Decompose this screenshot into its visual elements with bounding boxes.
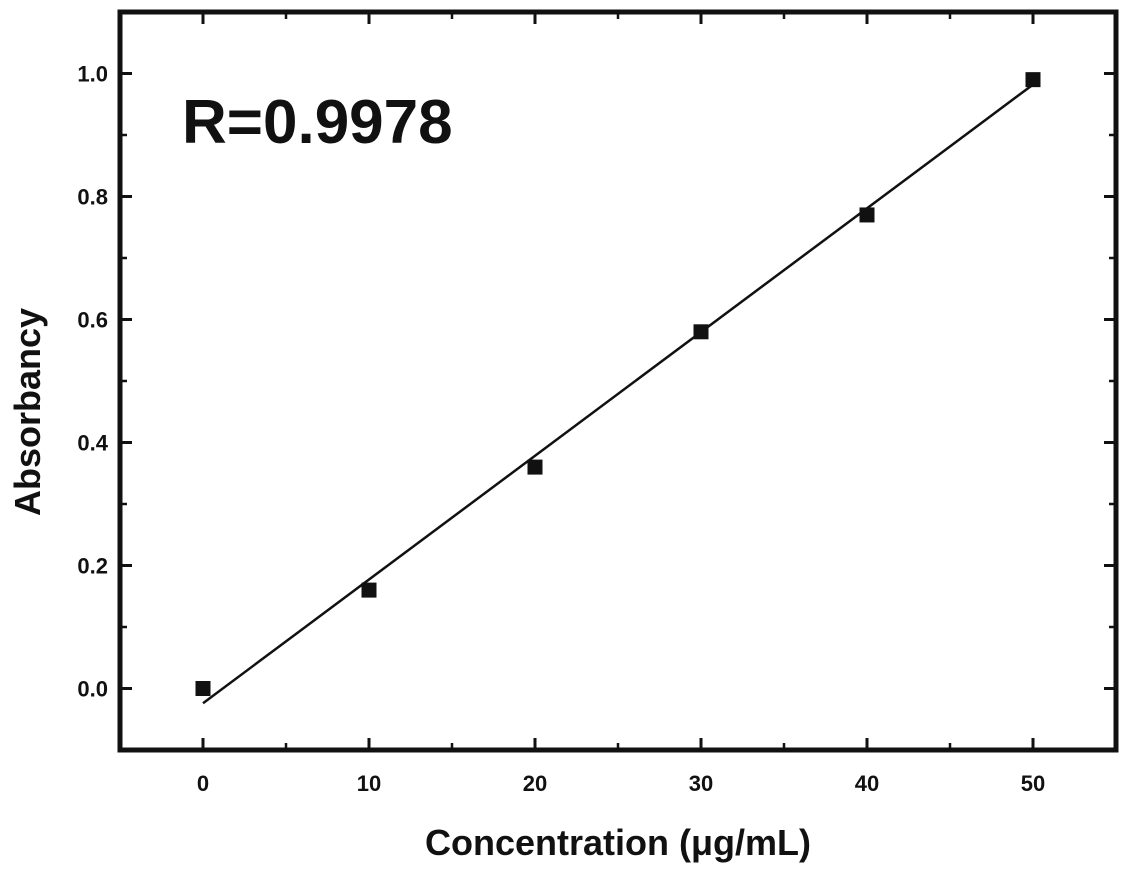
y-axis-title: Absorbancy bbox=[7, 308, 48, 516]
data-point bbox=[693, 324, 709, 340]
y-tick-label: 0.6 bbox=[77, 308, 108, 333]
r-annotation: R=0.9978 bbox=[182, 88, 453, 157]
ticks-layer: 0 10 20 30 40 50 0.0 0.2 0.4 0.6 0.8 1.0 bbox=[77, 12, 1116, 796]
x-tick-label: 20 bbox=[523, 771, 547, 796]
x-tick-label: 10 bbox=[357, 771, 381, 796]
x-tick-label: 40 bbox=[855, 771, 879, 796]
x-tick-label: 50 bbox=[1021, 771, 1045, 796]
fit-line bbox=[202, 83, 1034, 705]
data-point bbox=[361, 582, 377, 598]
fit-layer bbox=[202, 83, 1034, 705]
data-point bbox=[859, 207, 875, 223]
y-tick-label: 0.0 bbox=[77, 677, 108, 702]
points-layer bbox=[195, 72, 1041, 696]
x-tick-label: 30 bbox=[689, 771, 713, 796]
data-point bbox=[527, 459, 543, 475]
y-tick-label: 0.4 bbox=[77, 431, 108, 456]
x-tick-label: 0 bbox=[197, 771, 209, 796]
y-tick-label: 0.2 bbox=[77, 554, 108, 579]
x-axis-title: Concentration (μg/mL) bbox=[425, 822, 811, 863]
data-point bbox=[195, 681, 211, 696]
y-tick-label: 1.0 bbox=[77, 62, 108, 87]
y-tick-label: 0.8 bbox=[77, 185, 108, 210]
data-point bbox=[1025, 72, 1041, 88]
